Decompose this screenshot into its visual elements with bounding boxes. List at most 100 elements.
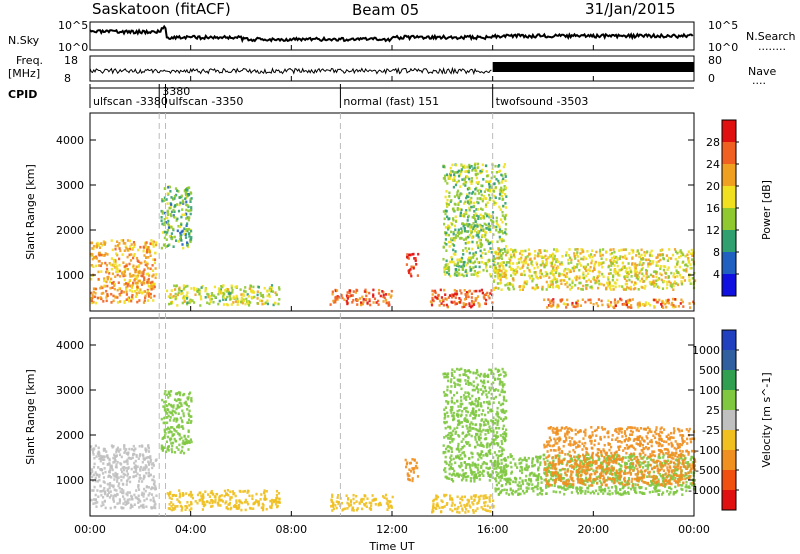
velocity-region-1 [160,390,193,455]
colorbar-swatch [722,370,736,391]
colorbar-swatch [722,274,736,297]
colorbar-tick-label: 100 [699,384,720,397]
cpid-segment-label: ulfscan -3380 [93,95,168,108]
power-region-7 [492,248,697,292]
velocity-data [90,367,697,514]
power-region-4 [405,252,420,278]
power-colorbar: 4 8 12 16 20 24 28 [706,119,739,297]
date-title: 31/Jan/2015 [585,0,676,18]
cpid-segment-label: ulfscan -3350 [169,95,244,108]
cpid-segment-label: twofsound -3503 [496,95,589,108]
power-ytick-label: 2000 [56,224,84,237]
station-title: Saskatoon (fitACF) [92,0,231,18]
power-region-5 [429,288,494,309]
colorbar-swatch [722,430,736,451]
nsky-tick-top: 10^5 [58,19,88,32]
cpid-label: CPID [8,88,37,101]
freq-trace [89,62,694,76]
xtick-label: 16:00 [477,523,509,536]
power-ytick-label: 1000 [56,269,84,282]
velocity-region-5 [431,493,495,514]
velocity-region-0 [90,444,158,510]
nsky-label: N.Sky [8,34,40,47]
freq-label: Freq. [16,54,43,67]
colorbar-tick-label: 4 [713,268,720,281]
nave-tick-bottom: 0 [708,72,715,85]
xtick-label: 20:00 [577,523,609,536]
nsearch-tick-bottom: 10^0 [708,41,738,54]
power-panel-bg [90,113,694,311]
colorbar-swatch [722,410,736,431]
mode-change-lines [158,113,494,516]
colorbar-tick-label: 25 [706,404,720,417]
colorbar-swatch [722,142,736,165]
nsearch-label: N.Search [746,30,796,43]
velocity-y-axis: 1000 2000 3000 4000 [56,339,694,487]
cpid-segment-label: normal (fast) 151 [343,95,439,108]
colorbar-swatch [722,330,736,351]
colorbar-swatch [722,390,736,411]
colorbar-tick-label: -1000 [688,484,720,497]
velocity-region-4 [404,458,420,483]
velocity-colorbar: 1000 500 100 25 -25 -100 -500 -1000 [688,329,739,511]
nave-label: Nave [748,65,776,78]
colorbar-swatch [722,186,736,209]
cpid-segment-label: 3380 [162,85,190,98]
freq-tick-top: 18 [64,54,78,67]
colorbar-tick-label: 500 [699,364,720,377]
power-region-0 [90,239,158,305]
xtick-label: 00:00 [678,523,710,536]
colorbar-tick-label: 8 [713,246,720,259]
xtick-label: 08:00 [275,523,307,536]
colorbar-tick-label: 1000 [692,344,720,357]
velocity-ytick-label: 1000 [56,474,84,487]
power-region-2 [165,284,281,307]
nsearch-tick-top: 10^5 [708,19,738,32]
colorbar-swatch [722,252,736,275]
colorbar-tick-label: 28 [706,136,720,149]
colorbar-tick-label: 12 [706,224,720,237]
nave-tick-top: 80 [708,54,722,67]
power-ylabel: Slant Range [km] [24,164,37,260]
colorbar-tick-label: 20 [706,180,720,193]
velocity-region-2 [166,489,281,512]
colorbar-tick-label: 16 [706,202,720,215]
nsky-trace [89,24,694,44]
velocity-region-8 [543,426,697,488]
time-axis: 00:00 04:00 08:00 12:00 16:00 20:00 00:00 [74,45,710,536]
beam-title: Beam 05 [352,1,419,19]
colorbar-swatch [722,470,736,491]
xtick-label: 04:00 [175,523,207,536]
colorbar-swatch [722,350,736,371]
power-colorbar-label: Power [dB] [760,180,773,240]
power-region-1 [160,185,193,250]
colorbar-tick-label: 24 [706,158,720,171]
power-ytick-label: 4000 [56,134,84,147]
freq-unit-label: [MHz] [8,67,40,80]
velocity-ytick-label: 3000 [56,384,84,397]
colorbar-swatch [722,450,736,471]
xtick-label: 00:00 [74,523,106,536]
velocity-ylabel: Slant Range [km] [24,369,37,465]
nave-dots: .... [752,74,766,87]
colorbar-swatch [722,120,736,143]
colorbar-swatch [722,230,736,253]
colorbar-tick-label: -100 [695,444,720,457]
colorbar-swatch [722,164,736,187]
power-data [90,162,697,310]
colorbar-swatch [722,208,736,231]
xlabel: Time UT [368,540,414,553]
power-region-3 [329,288,393,307]
velocity-ytick-label: 4000 [56,339,84,352]
velocity-colorbar-label: Velocity [m s^-1] [760,372,773,467]
colorbar-swatch [722,490,736,511]
xtick-label: 12:00 [376,523,408,536]
nsearch-dots: ........ [758,40,786,53]
nsky-tick-bottom: 10^0 [58,41,88,54]
colorbar-tick-label: -500 [695,464,720,477]
power-region-8 [543,297,696,310]
velocity-ytick-label: 2000 [56,429,84,442]
power-ytick-label: 3000 [56,179,84,192]
